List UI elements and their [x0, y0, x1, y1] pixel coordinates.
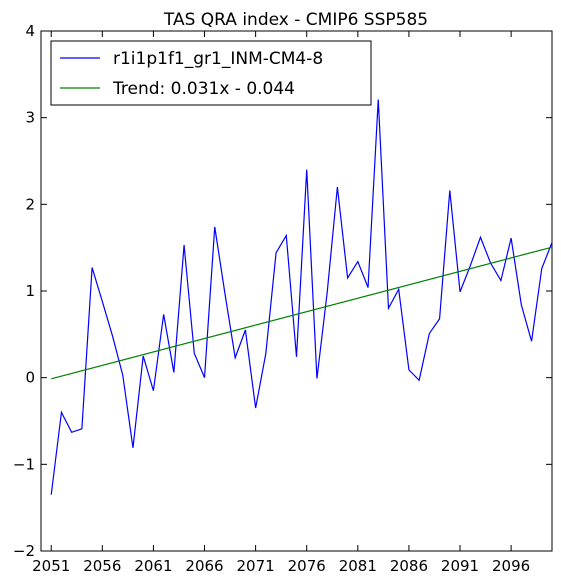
x-tick-label: 2056: [83, 557, 121, 575]
plot-area: [40, 30, 553, 552]
x-tick-label: 2061: [134, 557, 172, 575]
y-tick-label: 2: [25, 195, 35, 213]
x-tick-label: 2076: [288, 557, 326, 575]
y-tick-label: 1: [25, 282, 35, 300]
x-tick-label: 2071: [237, 557, 275, 575]
x-tick-label: 2051: [32, 557, 70, 575]
x-tick-label: 2096: [492, 557, 530, 575]
series-line-1: [51, 246, 553, 380]
x-tick-label: 2086: [390, 557, 428, 575]
x-tick-label: 2066: [185, 557, 223, 575]
x-tick-label: 2081: [339, 557, 377, 575]
legend-label-series-1: Trend: 0.031x - 0.044: [112, 79, 295, 99]
chart-title: TAS QRA index - CMIP6 SSP585: [163, 10, 428, 30]
y-tick-label: −2: [13, 542, 35, 560]
series-lines: [50, 99, 553, 495]
legend: r1i1p1f1_gr1_INM-CM4-8 Trend: 0.031x - 0…: [50, 40, 372, 106]
legend-label-series-0: r1i1p1f1_gr1_INM-CM4-8: [113, 49, 323, 69]
y-tick-label: 4: [25, 22, 35, 40]
y-tick-label: 3: [25, 109, 35, 127]
y-axis: −2 −1 0 1 2 3 4: [13, 22, 552, 560]
series-line-0: [50, 99, 553, 495]
legend-box: [50, 40, 372, 106]
y-tick-label: −1: [13, 455, 35, 473]
x-axis: 2051 2056 2061 2066 2071 2076 2081 2086 2091 2096: [32, 31, 530, 575]
x-tick-label: 2091: [441, 557, 479, 575]
y-tick-label: 0: [25, 369, 35, 387]
